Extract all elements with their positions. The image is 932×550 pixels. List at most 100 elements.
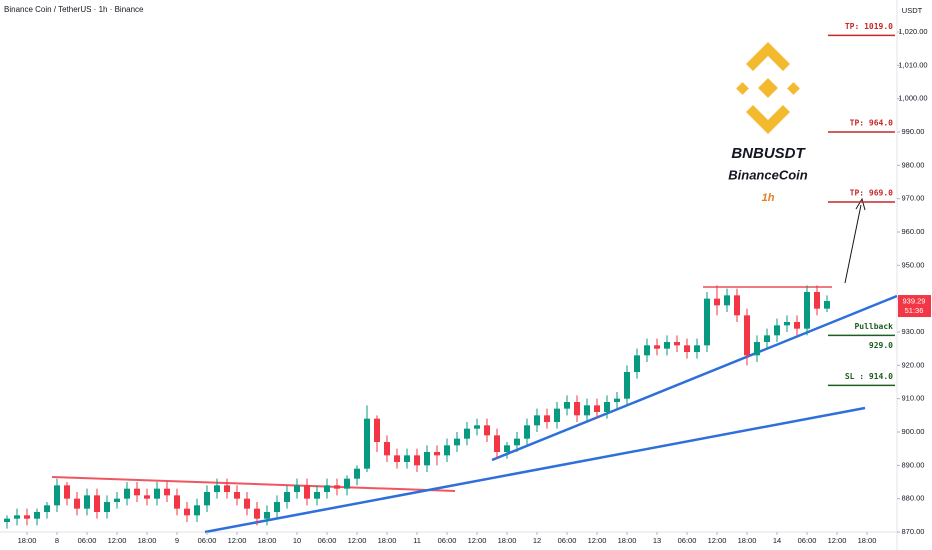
chart-title: Binance Coin / TetherUS · 1h · Binance	[4, 5, 144, 14]
y-tick-label: 910.00	[902, 394, 925, 403]
candle-body	[554, 408, 560, 422]
x-tick-label: 12:00	[588, 536, 607, 545]
candle-body	[74, 498, 80, 509]
y-tick-label: 900.00	[902, 427, 925, 436]
x-tick-label: 12:00	[348, 536, 367, 545]
x-tick-label: 12	[533, 536, 541, 545]
candle-body	[254, 508, 260, 519]
x-tick-label: 18:00	[138, 536, 157, 545]
candle-body	[534, 415, 540, 426]
candle-body	[584, 405, 590, 416]
level-label: TP: 969.0	[850, 189, 894, 198]
price-tag-countdown: 51:36	[905, 306, 924, 315]
candle-body	[364, 418, 370, 469]
interval: 1h	[762, 192, 775, 204]
y-tick-label: 950.00	[902, 260, 925, 269]
x-tick-label: 13	[653, 536, 661, 545]
x-tick-label: 18:00	[18, 536, 37, 545]
candle-body	[264, 512, 270, 519]
candle-body	[104, 502, 110, 512]
candle-body	[544, 415, 550, 422]
candle-body	[524, 425, 530, 439]
candle-body	[814, 292, 820, 309]
candle-body	[84, 495, 90, 509]
candle-body	[234, 492, 240, 499]
y-tick-label: 980.00	[902, 160, 925, 169]
level-label: SL : 914.0	[845, 372, 893, 381]
candle-body	[194, 505, 200, 516]
y-tick-label: 960.00	[902, 227, 925, 236]
candle-body	[324, 485, 330, 492]
x-tick-label: 06:00	[438, 536, 457, 545]
candle-body	[674, 342, 680, 346]
candle-body	[404, 455, 410, 462]
y-tick-label: 880.00	[902, 494, 925, 503]
candle-body	[754, 342, 760, 356]
candle-body	[564, 402, 570, 409]
candle-body	[714, 298, 720, 306]
x-tick-label: 06:00	[558, 536, 577, 545]
candle-body	[644, 345, 650, 356]
candle-body	[694, 345, 700, 352]
candle-body	[274, 502, 280, 512]
currency: USDT	[902, 6, 923, 15]
candle-body	[624, 372, 630, 399]
candle-body	[744, 315, 750, 356]
x-tick-label: 18:00	[738, 536, 757, 545]
candle-body	[144, 495, 150, 499]
logo	[736, 42, 800, 134]
x-tick-label: 12:00	[468, 536, 487, 545]
candle-body	[474, 425, 480, 429]
candle-body	[804, 292, 810, 329]
candle-body	[64, 485, 70, 499]
trendline	[491, 294, 898, 462]
y-tick-label: 890.00	[902, 460, 925, 469]
y-tick-label: 930.00	[902, 327, 925, 336]
y-tick-label: 870.00	[902, 527, 925, 536]
symbol: BNBUSDT	[731, 145, 806, 162]
level-label: 929.0	[869, 341, 893, 350]
candle-body	[774, 325, 780, 336]
candle-body	[414, 455, 420, 466]
coin-name: BinanceCoin	[728, 167, 808, 182]
candle-body	[504, 445, 510, 452]
x-tick-label: 06:00	[678, 536, 697, 545]
candle-body	[664, 342, 670, 349]
candle-body	[114, 498, 120, 502]
level-label: TP: 964.0	[850, 119, 894, 128]
x-tick-label: 06:00	[78, 536, 97, 545]
candle-body	[724, 295, 730, 306]
candle-body	[4, 518, 10, 522]
candle-body	[734, 295, 740, 316]
candle-body	[284, 492, 290, 502]
candle-body	[464, 428, 470, 439]
candle-body	[184, 508, 190, 516]
x-tick-label: 14	[773, 536, 781, 545]
trendline	[204, 406, 866, 534]
level-label: TP: 1019.0	[845, 22, 893, 31]
candle-body	[824, 301, 830, 309]
candle-body	[454, 438, 460, 446]
arrow-head	[855, 197, 866, 211]
y-tick-label: 920.00	[902, 360, 925, 369]
candle-body	[574, 402, 580, 416]
candle-body	[384, 442, 390, 456]
candle-body	[614, 398, 620, 402]
candle-body	[154, 488, 160, 499]
candle-body	[514, 438, 520, 446]
x-tick-label: 18:00	[378, 536, 397, 545]
x-tick-label: 18:00	[258, 536, 277, 545]
x-tick-label: 12:00	[708, 536, 727, 545]
x-tick-label: 9	[175, 536, 179, 545]
y-tick-label: 990.00	[902, 127, 925, 136]
candle-body	[344, 478, 350, 489]
candle-body	[54, 485, 60, 506]
y-tick-label: 1,000.00	[898, 94, 927, 103]
candle-body	[24, 515, 30, 519]
candle-body	[314, 492, 320, 499]
candle-body	[484, 425, 490, 436]
candle-body	[594, 405, 600, 412]
price-tag	[898, 295, 931, 318]
candle-body	[294, 485, 300, 492]
